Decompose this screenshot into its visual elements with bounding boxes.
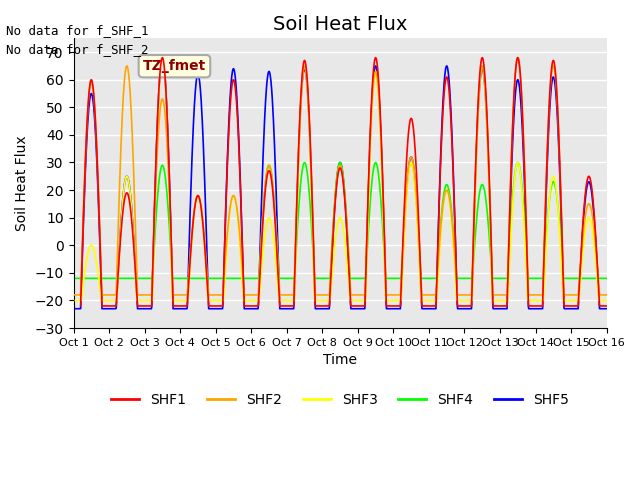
SHF2 [317, 292, 324, 298]
Line: SHF5: SHF5 [74, 58, 607, 309]
SHF3 [111, 298, 118, 303]
SHF5 [159, 55, 166, 60]
SHF1 [373, 59, 381, 65]
SHF3 [307, 167, 315, 172]
SHF1 [603, 303, 611, 309]
SHF2 [111, 292, 118, 298]
SHF5 [111, 306, 118, 312]
SHF3 [317, 298, 324, 303]
SHF2 [307, 152, 315, 158]
SHF5 [296, 116, 304, 122]
SHF5 [603, 306, 611, 312]
SHF4 [132, 276, 140, 281]
Line: SHF2: SHF2 [74, 58, 607, 295]
Line: SHF4: SHF4 [74, 163, 607, 278]
SHF5 [307, 169, 315, 175]
SHF2 [296, 119, 303, 124]
SHF2 [132, 258, 140, 264]
SHF1 [307, 153, 315, 159]
SHF5 [70, 306, 77, 312]
SHF4 [70, 276, 77, 281]
SHF3 [296, 128, 303, 133]
SHF1 [111, 303, 118, 309]
SHF2 [373, 72, 381, 78]
SHF5 [317, 306, 324, 312]
SHF4 [317, 276, 324, 281]
SHF3 [132, 291, 140, 297]
SHF4 [514, 160, 522, 166]
Text: No data for f_SHF_2: No data for f_SHF_2 [6, 43, 149, 56]
SHF5 [132, 286, 140, 292]
SHF1 [317, 303, 324, 309]
SHF3 [603, 298, 611, 303]
Line: SHF1: SHF1 [81, 58, 607, 306]
SHF4 [373, 162, 381, 168]
Y-axis label: Soil Heat Flux: Soil Heat Flux [15, 135, 29, 231]
SHF2 [603, 292, 611, 298]
SHF1 [296, 117, 303, 123]
Text: No data for f_SHF_1: No data for f_SHF_1 [6, 24, 149, 37]
Line: SHF3: SHF3 [76, 58, 607, 300]
SHF5 [373, 70, 381, 76]
Legend: SHF1, SHF2, SHF3, SHF4, SHF5: SHF1, SHF2, SHF3, SHF4, SHF5 [106, 387, 574, 412]
SHF4 [296, 192, 303, 197]
SHF4 [603, 276, 611, 281]
X-axis label: Time: Time [323, 353, 357, 367]
SHF4 [111, 276, 118, 281]
Title: Soil Heat Flux: Soil Heat Flux [273, 15, 407, 34]
SHF3 [373, 76, 381, 82]
SHF1 [132, 286, 140, 292]
SHF4 [307, 211, 315, 216]
Text: TZ_fmet: TZ_fmet [143, 59, 206, 73]
SHF2 [514, 55, 522, 60]
SHF2 [70, 292, 77, 298]
